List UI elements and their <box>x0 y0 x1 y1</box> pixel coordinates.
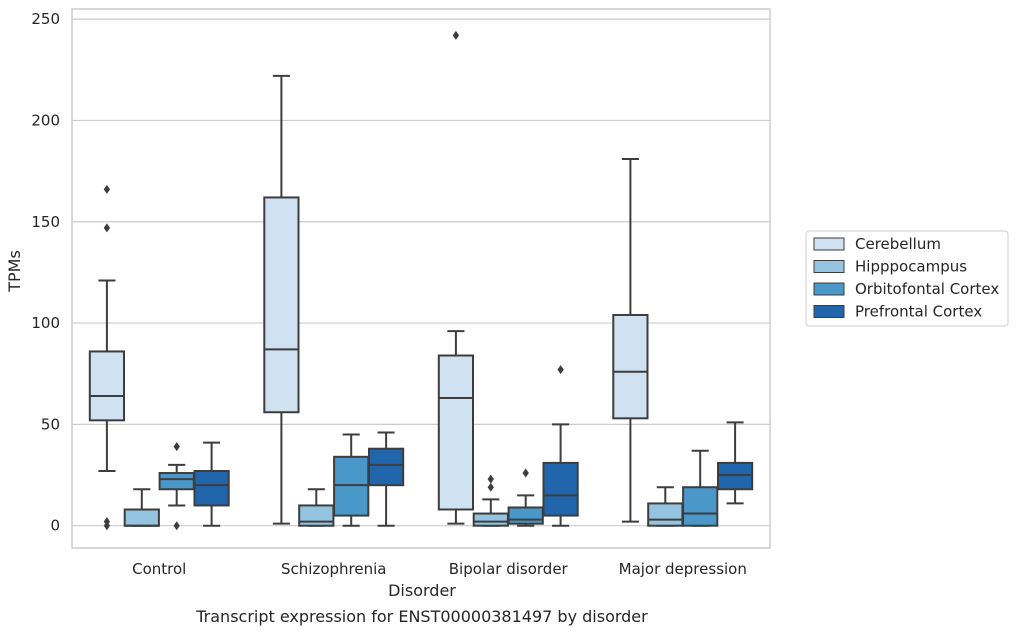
box-cerebellum <box>612 157 649 523</box>
box-orbitofontal-cortex <box>507 468 544 527</box>
box-hipppocampus <box>647 486 684 527</box>
outlier-point <box>103 521 111 531</box>
x-axis-ticks: Control Schizophrenia Bipolar disorder Majo… <box>132 560 747 578</box>
outlier-point <box>103 223 111 233</box>
y-tick-label: 150 <box>31 213 60 231</box>
legend-swatch <box>813 282 845 296</box>
outlier-point <box>452 30 460 40</box>
box-body <box>193 470 230 507</box>
y-tick-label: 0 <box>50 517 60 535</box>
box-cerebellum <box>263 74 300 525</box>
y-tick-label: 50 <box>41 415 60 433</box>
box-prefrontal-cortex <box>367 431 405 527</box>
box-hipppocampus <box>298 488 335 527</box>
outlier-point <box>173 521 180 531</box>
x-tick-label: Control <box>132 560 186 578</box>
legend-swatch <box>813 305 845 318</box>
y-axis-label: TPMs <box>5 250 24 293</box>
box-orbitofontal-cortex <box>682 449 719 527</box>
box-hipppocampus <box>123 488 160 527</box>
y-axis-ticks: 0 50 100 150 200 250 <box>31 10 60 535</box>
legend-swatch <box>813 237 845 251</box>
box-cerebellum <box>437 30 475 525</box>
box-prefrontal-cortex <box>542 365 579 527</box>
box-body <box>682 486 719 527</box>
box-body <box>333 455 370 517</box>
legend-items: Cerebellum Hipppocampus Orbitofontal Corte… <box>813 235 999 321</box>
outlier-point <box>103 184 111 194</box>
y-tick-label: 200 <box>31 111 60 129</box>
x-tick-label: Major depression <box>619 560 747 578</box>
box-body <box>123 508 160 527</box>
box-prefrontal-cortex <box>716 421 754 505</box>
legend-label: Prefrontal Cortex <box>855 303 982 321</box>
legend-label: Cerebellum <box>855 235 941 253</box>
box-body <box>367 447 405 487</box>
box-body <box>507 506 544 525</box>
legend: Cerebellum Hipppocampus Orbitofontal Corte… <box>805 230 1009 327</box>
outlier-point <box>557 365 564 375</box>
boxes <box>88 30 754 531</box>
plot-area-frame <box>71 8 771 549</box>
x-tick-label: Schizophrenia <box>281 560 386 578</box>
box-body <box>472 512 509 527</box>
legend-swatch <box>813 260 845 273</box>
y-tick-label: 250 <box>31 10 60 28</box>
box-hipppocampus <box>472 474 509 527</box>
box-body <box>88 350 126 422</box>
outlier-point <box>487 482 494 492</box>
figure-caption: Transcript expression for ENST0000038149… <box>195 607 648 626</box>
box-body <box>298 504 335 527</box>
box-body <box>542 461 579 517</box>
box-body <box>263 196 300 414</box>
y-tick-label: 100 <box>31 314 60 332</box>
box-body <box>158 472 195 491</box>
x-axis-label: Disorder <box>388 581 456 600</box>
outlier-point <box>522 468 529 478</box>
box-body <box>612 313 649 420</box>
legend-frame <box>805 230 1009 327</box>
outlier-point <box>487 474 494 484</box>
legend-label: Hipppocampus <box>855 258 967 276</box>
box-prefrontal-cortex <box>193 441 230 527</box>
outlier-point <box>173 442 180 452</box>
box-cerebellum <box>88 184 126 531</box>
legend-label: Orbitofontal Cortex <box>855 280 999 298</box>
box-body <box>647 502 684 527</box>
box-body <box>716 461 754 491</box>
box-body <box>437 354 475 511</box>
x-tick-label: Bipolar disorder <box>449 560 569 578</box>
box-orbitofontal-cortex <box>333 433 370 527</box>
box-orbitofontal-cortex <box>158 442 195 531</box>
